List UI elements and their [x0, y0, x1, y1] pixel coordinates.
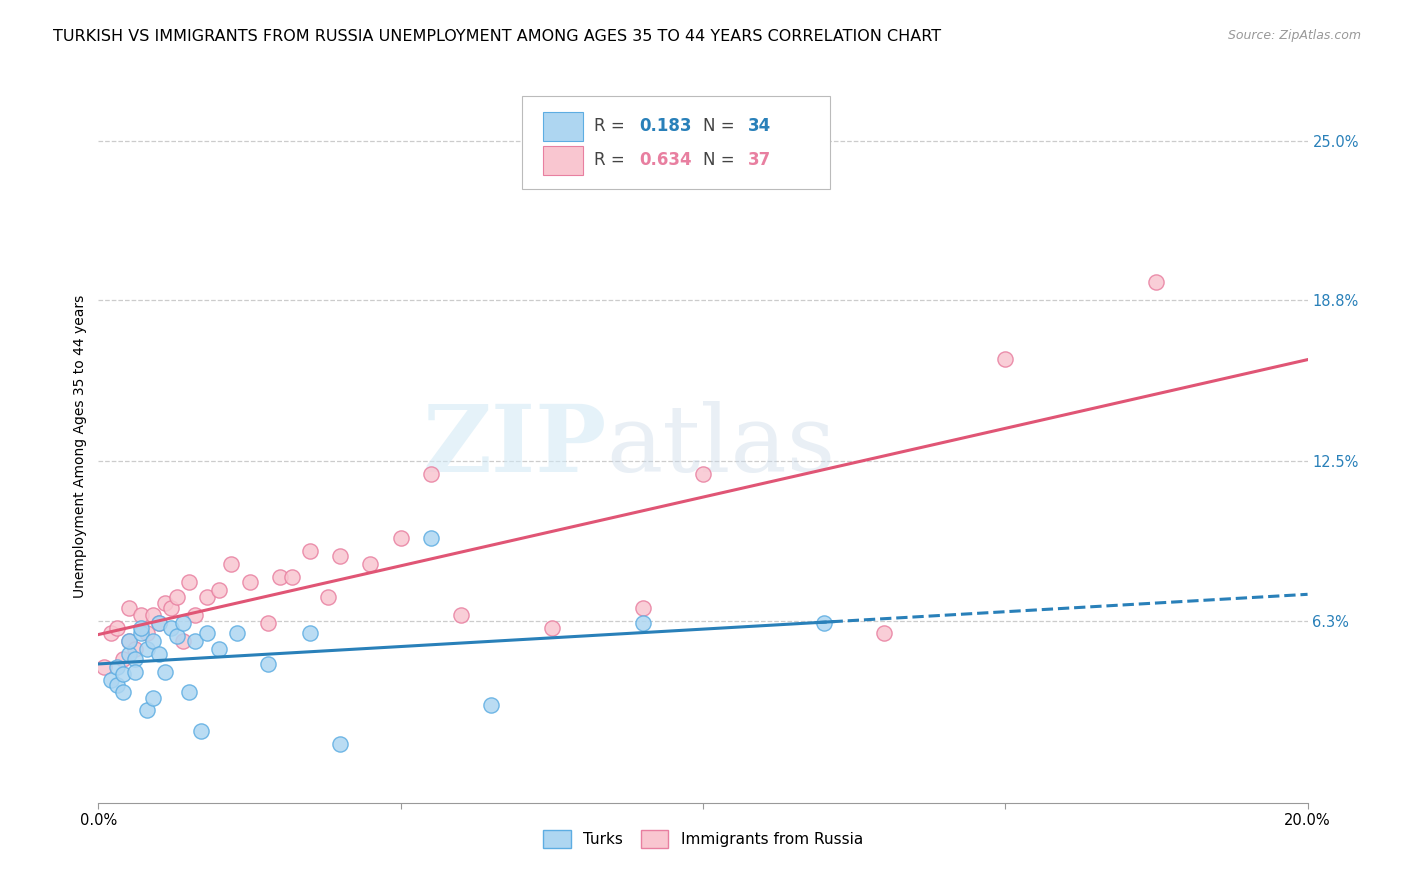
Point	[190, 723, 212, 738]
Y-axis label: Unemployment Among Ages 35 to 44 years: Unemployment Among Ages 35 to 44 years	[73, 294, 87, 598]
Point	[148, 616, 170, 631]
Point	[118, 647, 141, 661]
Point	[111, 685, 134, 699]
Point	[129, 621, 152, 635]
Point	[166, 591, 188, 605]
Point	[420, 532, 443, 546]
Point	[153, 596, 176, 610]
Point	[329, 549, 352, 564]
Point	[389, 532, 412, 546]
Text: atlas: atlas	[606, 401, 835, 491]
Point	[124, 641, 146, 656]
FancyBboxPatch shape	[522, 96, 830, 189]
Text: 0.634: 0.634	[638, 151, 692, 169]
Point	[316, 591, 339, 605]
Point	[299, 544, 322, 558]
Point	[172, 634, 194, 648]
Point	[148, 647, 170, 661]
Point	[105, 659, 128, 673]
Text: ZIP: ZIP	[422, 401, 606, 491]
Point	[124, 652, 146, 666]
Point	[239, 575, 262, 590]
Point	[256, 616, 278, 631]
Text: R =: R =	[595, 151, 630, 169]
Point	[208, 582, 231, 597]
Point	[111, 667, 134, 681]
Text: 34: 34	[748, 117, 770, 135]
Point	[100, 626, 122, 640]
Point	[153, 665, 176, 679]
Point	[813, 616, 835, 631]
Point	[148, 616, 170, 631]
Text: 37: 37	[748, 151, 770, 169]
Point	[142, 634, 165, 648]
Point	[226, 626, 249, 640]
Text: R =: R =	[595, 117, 630, 135]
FancyBboxPatch shape	[543, 146, 583, 175]
Point	[184, 634, 207, 648]
Point	[135, 703, 157, 717]
Point	[166, 629, 188, 643]
Point	[172, 616, 194, 631]
Point	[105, 678, 128, 692]
Point	[142, 608, 165, 623]
Text: N =: N =	[703, 151, 740, 169]
Point	[329, 737, 352, 751]
Point	[221, 557, 243, 571]
Point	[129, 626, 152, 640]
Point	[873, 626, 896, 640]
Point	[93, 659, 115, 673]
Point	[195, 591, 218, 605]
Point	[135, 626, 157, 640]
Point	[281, 570, 304, 584]
Point	[142, 690, 165, 705]
Point	[631, 600, 654, 615]
Point	[692, 467, 714, 482]
Point	[994, 351, 1017, 366]
Point	[105, 621, 128, 635]
Point	[631, 616, 654, 631]
Point	[299, 626, 322, 640]
Point	[118, 634, 141, 648]
Text: N =: N =	[703, 117, 740, 135]
Point	[420, 467, 443, 482]
Point	[100, 673, 122, 687]
Point	[135, 641, 157, 656]
Text: 0.183: 0.183	[638, 117, 692, 135]
Point	[360, 557, 382, 571]
Point	[160, 621, 183, 635]
Point	[129, 608, 152, 623]
Point	[256, 657, 278, 672]
Point	[118, 634, 141, 648]
Point	[118, 600, 141, 615]
Point	[269, 570, 291, 584]
Point	[111, 652, 134, 666]
Point	[481, 698, 503, 713]
Point	[540, 621, 562, 635]
Point	[450, 608, 472, 623]
Point	[195, 626, 218, 640]
Point	[160, 600, 183, 615]
Text: Source: ZipAtlas.com: Source: ZipAtlas.com	[1227, 29, 1361, 42]
Point	[208, 641, 231, 656]
Legend: Turks, Immigrants from Russia: Turks, Immigrants from Russia	[536, 822, 870, 855]
Point	[1144, 275, 1167, 289]
Text: TURKISH VS IMMIGRANTS FROM RUSSIA UNEMPLOYMENT AMONG AGES 35 TO 44 YEARS CORRELA: TURKISH VS IMMIGRANTS FROM RUSSIA UNEMPL…	[53, 29, 942, 44]
Point	[179, 685, 201, 699]
Point	[184, 608, 207, 623]
FancyBboxPatch shape	[543, 112, 583, 141]
Point	[124, 665, 146, 679]
Point	[179, 575, 201, 590]
